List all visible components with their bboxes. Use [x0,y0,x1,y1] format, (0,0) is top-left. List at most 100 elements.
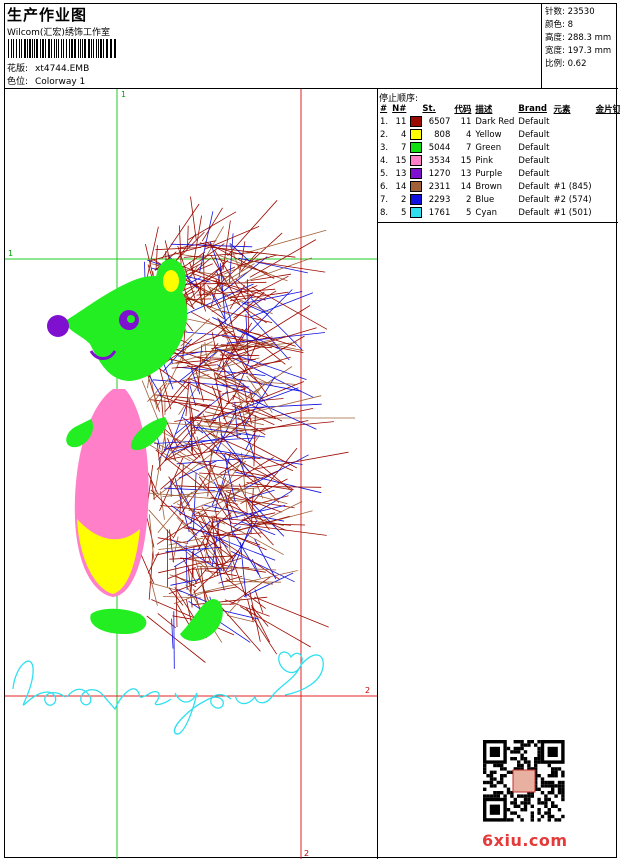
element-count: #1 (501) [551,206,593,219]
color-swatch [410,129,422,140]
row-index: 7. [378,193,390,206]
qr-code [483,740,565,822]
color-swatch [410,207,422,218]
color-swatch [410,168,422,179]
element-count: #1 (845) [551,180,593,193]
thread-code-text: 5044 [422,143,450,153]
table-header-row: # N# St. 代码 描述 Brand 元素 金片钉 [378,103,620,115]
thread-description: Blue [473,193,516,206]
element-count [551,115,593,128]
thread-brand: Default [516,193,551,206]
thread-number: 11 [452,115,473,128]
column-header: St. [408,103,452,115]
color-swatch [410,142,422,153]
design-file-value: xt4744.EMB [35,64,89,74]
hedgehog-embroidery [5,89,377,859]
thread-code-text: 1270 [422,169,450,179]
column-header: # [378,103,390,115]
element-count [551,154,593,167]
needle-number: 13 [390,167,408,180]
thread-brand: Default [516,115,551,128]
thread-brand: Default [516,180,551,193]
thread-code-text: 2311 [422,182,450,192]
thread-number: 14 [452,180,473,193]
row-index: 6. [378,180,390,193]
element-count: #2 (574) [551,193,593,206]
needle-number: 11 [390,115,408,128]
barcode [8,39,120,58]
row-index: 5. [378,167,390,180]
thread-description: Cyan [473,206,516,219]
thread-code-text: 1761 [422,208,450,218]
colorway-value: Colorway 1 [35,77,85,87]
row-index: 1. [378,115,390,128]
needle-number: 4 [390,128,408,141]
thread-number: 15 [452,154,473,167]
design-file-label: 花版: [7,61,35,74]
thread-description: Brown [473,180,516,193]
thread-number: 5 [452,206,473,219]
divider [378,222,618,223]
thread-number: 2 [452,193,473,206]
thread-brand: Default [516,167,551,180]
design-stats: 针数: 23530 颜色: 8 高度: 288.3 mm 宽度: 197.3 m… [541,4,618,88]
needle-number: 2 [390,193,408,206]
design-file-row: 花版:xt4744.EMB [7,61,89,74]
thread-description: Pink [473,154,516,167]
design-width: 宽度: 197.3 mm [545,45,611,58]
sequin-count [594,167,620,180]
sequin-count [594,128,620,141]
thread-description: Purple [473,167,516,180]
thread-number: 13 [452,167,473,180]
color-swatch [410,194,422,205]
thread-code-text: 6507 [422,117,450,127]
row-index: 4. [378,154,390,167]
element-count [551,141,593,154]
embroidery-design-area: 1 1 2 2 [5,89,377,859]
sequin-count [594,180,620,193]
column-header: Brand [516,103,551,115]
thread-code: 808 [408,128,452,141]
needle-number: 15 [390,154,408,167]
watermark: 6xiu.com [482,831,568,850]
thread-brand: Default [516,154,551,167]
thread-code-text: 808 [422,130,450,140]
thread-code: 2311 [408,180,452,193]
header-info: 生产作业图 Wilcom(汇宏)绣饰工作室 花版:xt4744.EMB 色位:C… [5,4,541,88]
thread-code: 2293 [408,193,452,206]
sequin-count [594,115,620,128]
needle-number: 5 [390,206,408,219]
row-index: 8. [378,206,390,219]
thread-code: 1270 [408,167,452,180]
stitch-count: 针数: 23530 [545,6,611,19]
thread-number: 4 [452,128,473,141]
thread-code: 6507 [408,115,452,128]
color-swatch [410,116,422,127]
design-scale: 比例: 0.62 [545,58,611,71]
thread-description: Green [473,141,516,154]
design-height: 高度: 288.3 mm [545,32,611,45]
thread-description: Yellow [473,128,516,141]
love-you-lettering [13,652,323,734]
thread-description: Dark Red [473,115,516,128]
column-header: 代码 [452,103,473,115]
qr-center-logo [513,770,535,792]
column-header: N# [390,103,408,115]
thread-brand: Default [516,128,551,141]
needle-number: 7 [390,141,408,154]
color-swatch [410,155,422,166]
thread-code-text: 2293 [422,195,450,205]
row-index: 2. [378,128,390,141]
guide-marker-left: 1 [8,249,13,258]
sequin-count [594,154,620,167]
thread-code-text: 3534 [422,156,450,166]
